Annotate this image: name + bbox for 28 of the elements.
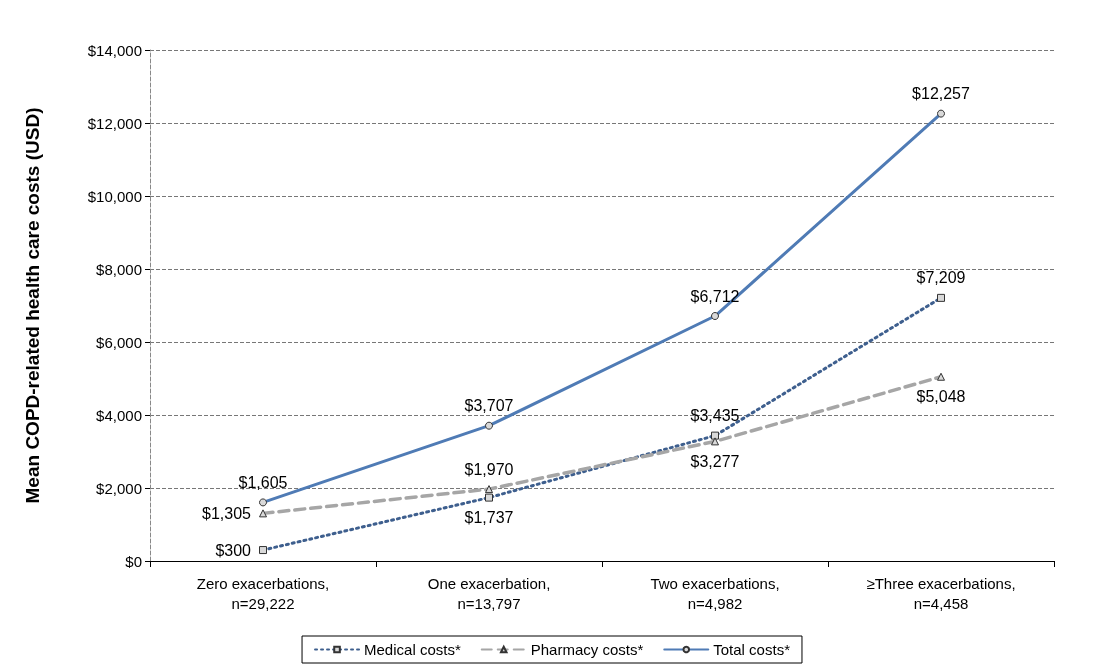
y-tick-label: $4,000 xyxy=(96,406,142,424)
data-label: $1,305 xyxy=(202,504,252,522)
data-label: $7,209 xyxy=(916,269,966,287)
data-label: $1,605 xyxy=(238,473,288,491)
x-tick-label: Two exacerbations, n=4,982 xyxy=(650,574,780,612)
legend-label: Medical costs* xyxy=(364,641,461,658)
data-label: $300 xyxy=(215,541,252,559)
data-label: $1,737 xyxy=(464,509,514,527)
y-axis-title: Mean COPD-related health care costs (USD) xyxy=(22,107,43,504)
data-label: $1,970 xyxy=(464,460,514,478)
data-label: $5,048 xyxy=(916,388,966,406)
legend-label: Pharmacy costs* xyxy=(530,641,644,658)
y-tick-label: $0 xyxy=(125,552,142,570)
data-label: $12,257 xyxy=(912,85,971,103)
y-tick-label: $2,000 xyxy=(96,479,142,497)
y-tick-label: $12,000 xyxy=(87,114,142,132)
data-label: $3,435 xyxy=(690,407,740,425)
y-tick-label: $6,000 xyxy=(96,333,142,351)
data-label: $3,707 xyxy=(464,397,514,415)
x-tick-label: One exacerbation, n=13,797 xyxy=(427,574,551,612)
x-tick-label: Zero exacerbations, n=29,222 xyxy=(196,574,330,612)
x-tick-label: ≥Three exacerbations, n=4,458 xyxy=(866,574,1016,612)
data-label: $3,277 xyxy=(690,452,740,470)
y-tick-label: $14,000 xyxy=(87,41,142,59)
data-label: $6,712 xyxy=(690,287,740,305)
y-tick-label: $8,000 xyxy=(96,260,142,278)
y-tick-label: $10,000 xyxy=(87,187,142,205)
legend-label: Total costs* xyxy=(713,641,791,658)
